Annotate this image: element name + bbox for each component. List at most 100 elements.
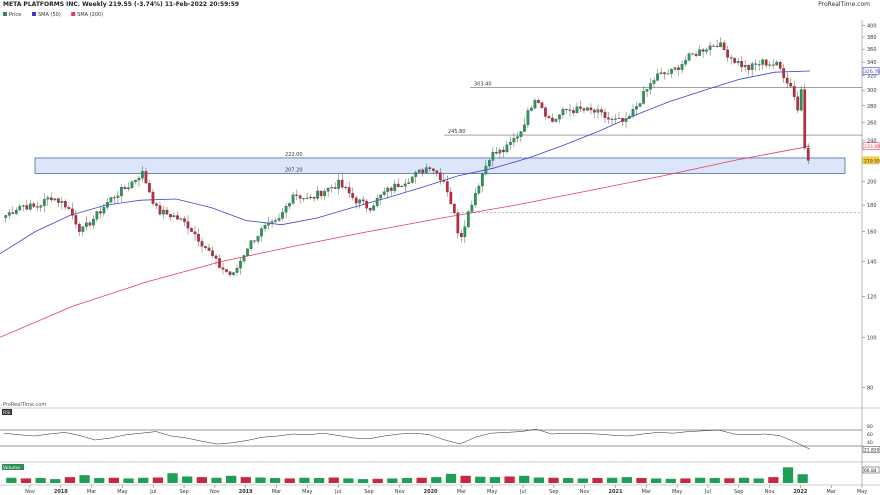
volume-bar [226,475,237,483]
candle-body [547,116,551,119]
x-tick-label: Nov [210,489,220,495]
rsi-last-box [862,446,880,453]
candle-body [691,53,694,55]
candle-body [260,228,263,237]
candle-body [740,61,744,68]
candle-body [617,118,621,120]
candle-body [141,171,144,179]
candle-body [386,187,390,192]
candle-body [561,109,565,116]
candle-body [316,190,319,199]
candle-body [379,194,383,199]
candle-body [323,191,326,197]
candle-body [799,89,803,111]
legend-label-0: Price [9,12,21,18]
x-tick-label: May [117,489,127,495]
candle-body [305,197,309,199]
y-tick-label: 380 [867,35,877,41]
price-levels: 303.40 245.80 222.00 207.20 [285,82,862,213]
volume-bar [167,473,178,483]
candle-body [568,109,572,111]
candle-body [291,194,295,204]
volume-bar [416,477,427,483]
candle-body [239,260,242,269]
candle-body [368,208,372,211]
candle-body [39,205,43,208]
x-tick-label: Sep [364,489,373,495]
rsi-tick-label: 40 [867,440,873,446]
candle-body [803,89,807,149]
candle-body [530,107,533,111]
candle-body [400,186,404,188]
candle-body [221,267,225,270]
watermark: ProRealTime.com [3,402,46,408]
candle-body [179,218,183,220]
candle-body [726,49,729,58]
price-panel [0,20,880,486]
volume-bar [577,478,588,483]
volume-bar [650,478,662,483]
candle-body [806,147,810,161]
candle-body [214,255,218,259]
y-tick-label: 300 [867,88,877,94]
volume-bar [709,478,720,483]
x-tick-label: Nov [25,489,35,495]
candle-body [582,108,586,111]
candle-body [771,64,775,66]
candle-body [614,118,617,120]
y-tick-label: 160 [867,230,877,236]
candle-body [586,107,589,111]
y-tick-label: 240 [867,138,877,144]
candle-body [526,110,530,125]
candle-body [7,212,11,216]
candle-body [274,220,277,222]
candle-body [302,198,305,200]
candle-body [502,149,505,153]
candle-body [715,45,719,48]
candle-body [747,65,751,71]
x-tick-label: May [302,489,312,495]
legend-label-2: SMA (200) [77,12,103,18]
candle-body [775,61,779,66]
last-value-box-2 [862,156,880,165]
volume-bar [665,478,676,483]
last-value-label-2: 219.55 [864,158,880,164]
candle-body [56,198,60,203]
candle-body [347,187,351,194]
candle-body [649,83,652,90]
candle-body [14,210,18,214]
candle-body [242,255,246,262]
candle-body [67,207,71,209]
x-tick-label: Sep [179,489,188,495]
y-tick-label: 260 [867,120,877,126]
candle-body [743,65,747,68]
rsi-label: RSI (14) [3,410,22,416]
x-tick-label: Mar [642,489,652,495]
candle-body [49,197,53,201]
candle-body [134,179,137,182]
candle-body [218,258,221,268]
candle-body [70,208,74,216]
candle-body [757,64,761,66]
candle-body [778,61,782,69]
volume-bar [533,477,545,483]
candle-body [74,215,78,225]
candle-body [365,200,369,209]
volume-bar [387,478,398,483]
candle-body [277,218,281,221]
candle-body [498,149,502,154]
candle-body [35,206,39,208]
candle-body [512,138,516,143]
candle-body [77,224,81,232]
volume-bar [196,477,207,483]
candle-body [207,247,211,251]
candle-body [712,45,715,47]
candle-body [764,59,768,66]
candle-body [326,187,330,192]
candle-body [428,167,432,169]
sma50-path [0,70,811,255]
candle-body [137,177,141,181]
candle-body [659,72,663,74]
volume-bar [548,477,559,483]
watermark-text: ProRealTime.com [3,402,46,408]
